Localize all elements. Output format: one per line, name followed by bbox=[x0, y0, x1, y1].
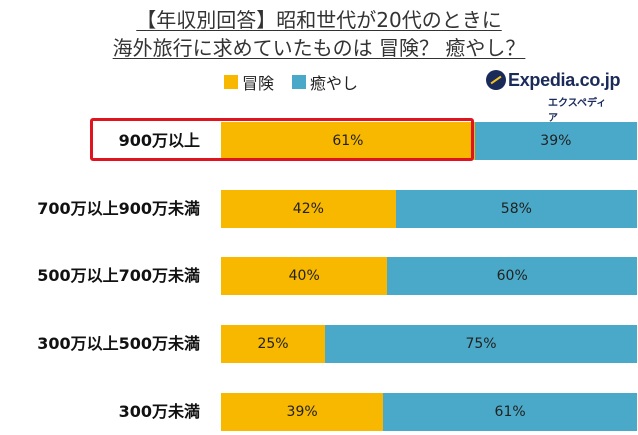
legend-label-adventure: 冒険 bbox=[242, 74, 275, 93]
bar-row: 39% 61% bbox=[221, 393, 637, 431]
legend-item-adventure: 冒険 bbox=[224, 70, 274, 94]
bar-segment-adventure: 40% bbox=[221, 257, 388, 295]
bar-segment-healing: 60% bbox=[387, 257, 637, 295]
legend-item-healing: 癒やし bbox=[292, 70, 358, 94]
bar-row: 42% 58% bbox=[221, 190, 637, 228]
logo-subtext: エクスペディア bbox=[548, 98, 607, 124]
data-label: 61% bbox=[494, 404, 526, 420]
category-label: 500万以上700万未満 bbox=[37, 266, 200, 285]
category-label: 900万以上 bbox=[118, 131, 200, 150]
bar-row: 40% 60% bbox=[221, 257, 637, 295]
bar-row: 61% 39% bbox=[221, 122, 637, 160]
chart-title-line2-text: 海外旅行に求めていたものは 冒険？ 癒やし？ bbox=[112, 36, 526, 60]
bar-row: 25% 75% bbox=[221, 325, 637, 363]
bar-segment-adventure: 61% bbox=[221, 122, 475, 160]
category-label: 700万以上900万未満 bbox=[37, 199, 200, 218]
bar-segment-healing: 58% bbox=[395, 190, 637, 228]
data-label: 58% bbox=[500, 201, 532, 217]
expedia-logo: Expedia.co.jp エクスペディア bbox=[486, 70, 620, 124]
data-label: 60% bbox=[496, 268, 528, 284]
legend-swatch-healing bbox=[292, 75, 307, 89]
expedia-globe-icon bbox=[486, 70, 506, 90]
chart-title-line1: 【年収別回答】昭和世代が20代のときに bbox=[0, 6, 638, 34]
bar-segment-adventure: 25% bbox=[221, 325, 325, 363]
data-label: 75% bbox=[465, 336, 497, 352]
data-label: 61% bbox=[332, 133, 364, 149]
legend: 冒険 癒やし bbox=[224, 70, 376, 94]
chart-title-line2: 海外旅行に求めていたものは 冒険？ 癒やし？ bbox=[0, 34, 638, 62]
bar-segment-healing: 39% bbox=[474, 122, 637, 160]
category-label: 300万未満 bbox=[118, 402, 200, 421]
data-label: 39% bbox=[540, 133, 572, 149]
highlight-box bbox=[90, 118, 474, 161]
logo-wordmark: Expedia.co.jp bbox=[508, 70, 621, 90]
chart-title-line1-text: 【年収別回答】昭和世代が20代のときに bbox=[136, 8, 502, 32]
data-label: 25% bbox=[257, 336, 289, 352]
category-label: 300万以上500万未満 bbox=[37, 334, 200, 353]
legend-swatch-adventure bbox=[224, 75, 238, 89]
legend-label-healing: 癒やし bbox=[310, 74, 359, 93]
bar-segment-healing: 61% bbox=[383, 393, 637, 431]
data-label: 40% bbox=[288, 268, 320, 284]
data-label: 39% bbox=[286, 404, 318, 420]
bar-segment-adventure: 39% bbox=[221, 393, 384, 431]
data-label: 42% bbox=[292, 201, 324, 217]
bar-segment-adventure: 42% bbox=[221, 190, 396, 228]
bar-segment-healing: 75% bbox=[325, 325, 637, 363]
